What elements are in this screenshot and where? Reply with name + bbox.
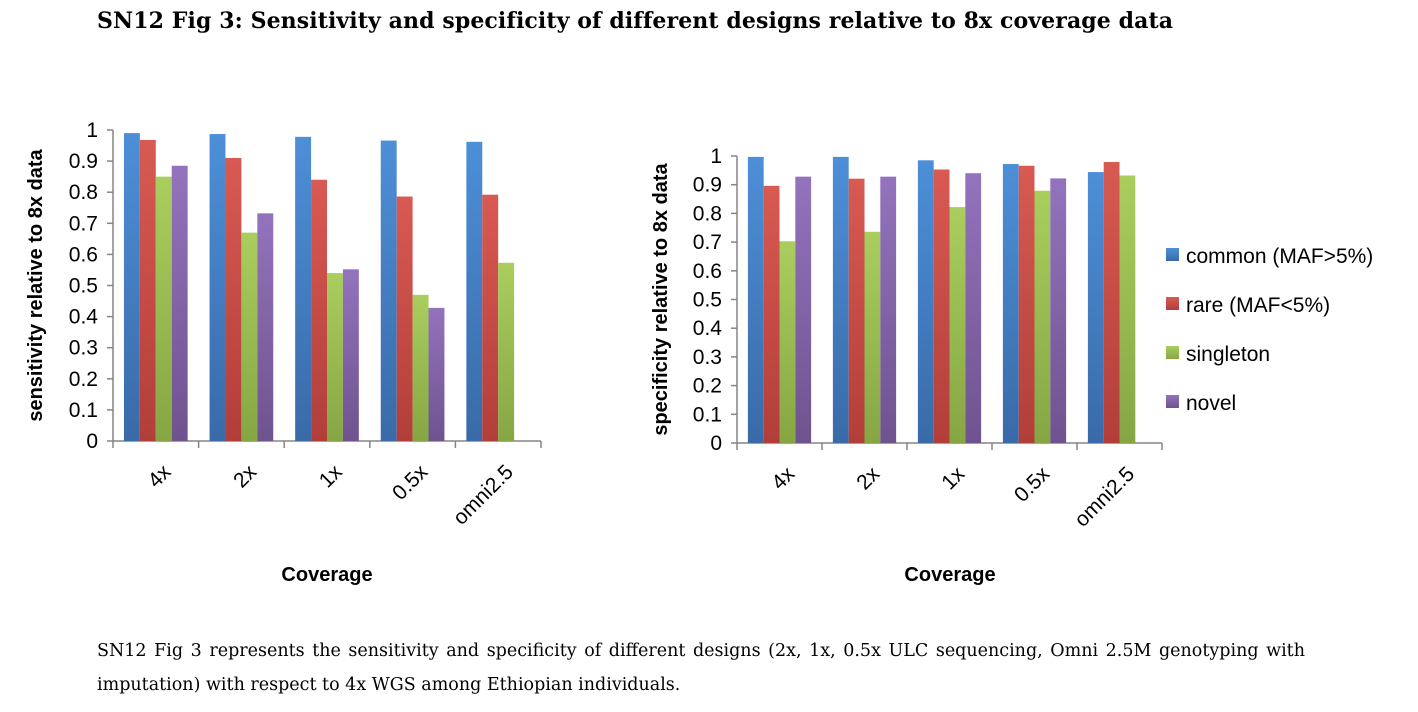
bar-rare-omni2.5 xyxy=(482,194,499,441)
legend-swatch-common xyxy=(1166,248,1179,261)
bar-common-2x xyxy=(209,134,226,441)
bar-novel-2x xyxy=(257,213,274,441)
legend-swatch-rare xyxy=(1166,297,1179,310)
legend-label-singleton: singleton xyxy=(1186,343,1270,366)
bar-common-4x xyxy=(747,156,764,443)
y-tick-label: 0.8 xyxy=(69,181,98,204)
bar-singleton-4x xyxy=(155,176,172,441)
y-tick-label: 1 xyxy=(710,145,722,168)
bar-novel-0.5x xyxy=(1050,178,1067,444)
bar-novel-2x xyxy=(880,176,897,443)
x-tick-label: omni2.5 xyxy=(449,460,518,529)
charts-canvas: 0 0.1 0.2 0.3 0.4 0.5 0.6 0.7 0.8 0.9 1 4x 2x 1x 0.5x o… xyxy=(25,119,1373,586)
x-tick-label: 0.5x xyxy=(1010,462,1055,507)
bar-rare-2x xyxy=(848,178,865,443)
bar-rare-4x xyxy=(139,139,156,441)
y-tick-label: 0.9 xyxy=(693,174,722,197)
legend: common (MAF>5%) rare (MAF<5%) singleton nov… xyxy=(1166,245,1373,415)
bar-singleton-4x xyxy=(779,241,796,443)
y-tick-label: 0.3 xyxy=(69,337,98,360)
legend-label-common: common (MAF>5%) xyxy=(1186,245,1373,268)
bar-common-4x xyxy=(123,133,140,442)
bar-common-1x xyxy=(295,136,312,442)
y-tick-label: 0.2 xyxy=(69,368,98,391)
y-tick-label: 0.1 xyxy=(69,399,98,422)
y-axis-title: sensitivity relative to 8x data xyxy=(25,148,47,421)
x-axis-title: Coverage xyxy=(281,564,372,586)
bar-common-2x xyxy=(832,156,849,443)
page-title: SN12 Fig 3: Sensitivity and specificity … xyxy=(97,8,1174,34)
x-tick-label: 0.5x xyxy=(388,460,433,505)
bar-common-0.5x xyxy=(380,140,397,441)
bar-rare-1x xyxy=(311,179,327,441)
y-tick-label: 0.1 xyxy=(693,403,722,426)
bar-rare-2x xyxy=(225,157,242,442)
y-tick-label: 0.8 xyxy=(693,202,722,225)
legend-label-rare: rare (MAF<5%) xyxy=(1186,294,1330,317)
bar-common-0.5x xyxy=(1002,164,1019,443)
bar-singleton-omni2.5 xyxy=(498,262,515,441)
bar-rare-1x xyxy=(933,169,950,443)
x-tick-label: omni2.5 xyxy=(1070,462,1139,531)
bar-singleton-0.5x xyxy=(412,294,429,441)
y-tick-label: 0.4 xyxy=(693,317,723,340)
legend-swatch-singleton xyxy=(1166,346,1179,359)
bar-novel-0.5x xyxy=(428,307,445,441)
figure-caption: SN12 Fig 3 represents the sensitivity an… xyxy=(97,641,1305,695)
y-tick-label: 0.4 xyxy=(69,306,99,329)
x-tick-label: 1x xyxy=(937,462,969,494)
bar-novel-4x xyxy=(171,165,188,441)
y-tick-label: 0 xyxy=(86,430,98,453)
y-tick-label: 0.5 xyxy=(693,289,722,312)
x-tick-label: 2x xyxy=(229,460,261,492)
chart-2: 0 0.1 0.2 0.3 0.4 0.5 0.6 0.7 0.8 0.9 1 4x 2x 1x 0.5x o… xyxy=(650,145,1163,586)
y-tick-label: 1 xyxy=(86,119,98,142)
bar-singleton-2x xyxy=(864,231,881,443)
y-tick-label: 0 xyxy=(710,432,722,455)
bar-novel-1x xyxy=(342,269,359,441)
bar-rare-0.5x xyxy=(1018,165,1035,443)
bar-novel-1x xyxy=(965,173,982,443)
bar-singleton-1x xyxy=(949,207,966,443)
x-tick-label: 1x xyxy=(315,460,347,492)
y-tick-label: 0.9 xyxy=(69,150,98,173)
y-tick-label: 0.3 xyxy=(693,346,722,369)
x-tick-label: 2x xyxy=(852,462,884,494)
bar-rare-0.5x xyxy=(396,196,413,441)
y-tick-label: 0.5 xyxy=(69,275,98,298)
legend-swatch-novel xyxy=(1166,395,1179,408)
bar-rare-4x xyxy=(763,185,780,443)
y-tick-label: 0.6 xyxy=(69,243,98,266)
bar-singleton-2x xyxy=(241,232,258,441)
x-tick-label: 4x xyxy=(144,460,176,492)
bar-novel-4x xyxy=(795,176,812,443)
bar-common-omni2.5 xyxy=(466,141,483,441)
bar-rare-omni2.5 xyxy=(1103,162,1120,444)
y-tick-label: 0.6 xyxy=(693,260,722,283)
x-tick-label: 4x xyxy=(767,462,799,494)
x-axis-title: Coverage xyxy=(904,564,995,586)
bar-singleton-omni2.5 xyxy=(1119,175,1136,444)
bar-common-omni2.5 xyxy=(1087,172,1104,443)
bar-singleton-1x xyxy=(327,273,343,441)
y-tick-label: 0.2 xyxy=(693,375,722,398)
legend-label-novel: novel xyxy=(1186,392,1236,415)
bar-singleton-0.5x xyxy=(1034,190,1051,443)
chart-1: 0 0.1 0.2 0.3 0.4 0.5 0.6 0.7 0.8 0.9 1 4x 2x 1x 0.5x o… xyxy=(25,119,542,586)
y-tick-label: 0.7 xyxy=(69,212,98,235)
bar-common-1x xyxy=(917,160,934,443)
y-tick-label: 0.7 xyxy=(693,231,722,254)
y-axis-title: specificity relative to 8x data xyxy=(650,162,672,435)
